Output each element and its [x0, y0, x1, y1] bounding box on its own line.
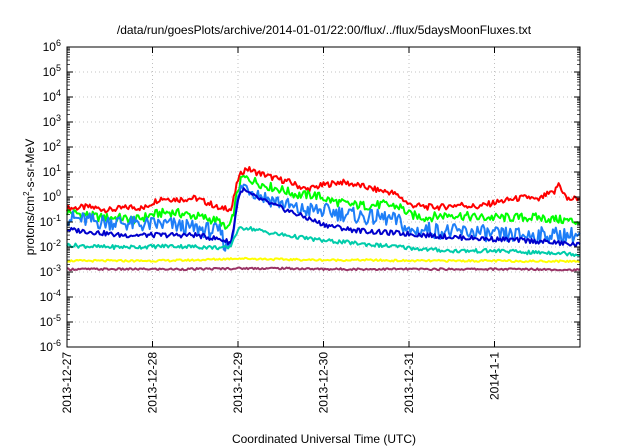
y-tick-label: 10-1	[40, 213, 61, 229]
series-line-6	[66, 256, 581, 264]
x-tick-label: 2013-12-27	[60, 352, 74, 414]
series-line-7	[66, 266, 581, 272]
x-tick-label: 2013-12-30	[317, 352, 331, 414]
y-tick-label: 10-3	[40, 263, 61, 279]
y-tick-label: 103	[43, 113, 61, 129]
y-tick-label: 101	[43, 163, 61, 179]
x-tick-label: 2013-12-31	[402, 352, 416, 414]
y-tick-label: 10-2	[40, 238, 61, 254]
x-tick-label: 2013-12-28	[146, 352, 160, 414]
y-tick-label: 10-6	[40, 338, 61, 354]
series-line-3	[66, 183, 581, 252]
y-tick-label: 100	[43, 188, 61, 204]
series-line-1	[66, 166, 581, 214]
series-line-5	[66, 226, 581, 257]
y-tick-label: 10-5	[40, 313, 61, 329]
y-tick-label: 106	[43, 38, 61, 54]
y-tick-label: 10-4	[40, 288, 61, 304]
x-tick-label: 2014-1-1	[488, 352, 502, 400]
y-tick-label: 104	[43, 88, 61, 104]
axes: 10-6 10-5 10-4 10-3 10-2 10-1 100 101 102 103 104 1…	[40, 38, 580, 413]
x-tick-label: 2013-12-29	[231, 352, 245, 414]
x-axis-label: Coordinated Universal Time (UTC)	[232, 432, 416, 446]
y-axis-label: protons/cm2-s-sr-MeV	[22, 139, 37, 255]
chart-title: /data/run/goesPlots/archive/2014-01-01/2…	[117, 23, 532, 37]
series-lines	[66, 166, 581, 272]
grid	[67, 47, 580, 347]
series-line-4	[66, 187, 581, 248]
y-tick-label: 105	[43, 63, 61, 79]
y-tick-label: 102	[43, 138, 61, 154]
series-line-2	[66, 174, 581, 230]
